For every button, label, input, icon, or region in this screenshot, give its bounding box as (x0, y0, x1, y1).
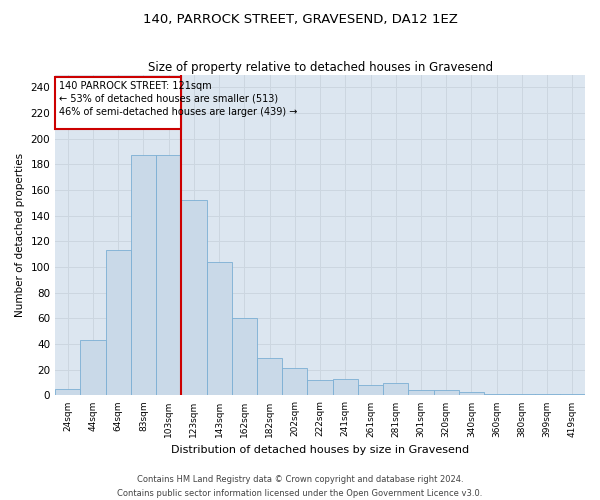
Bar (206, 262, 232, 396)
Bar (383, 382, 409, 396)
Text: 140 PARROCK STREET: 121sqm: 140 PARROCK STREET: 121sqm (59, 81, 212, 91)
Bar (80, 340, 106, 396)
Bar (257, 358, 282, 396)
Bar (509, 394, 535, 396)
Bar (156, 156, 181, 396)
Bar (409, 390, 434, 396)
Bar (358, 385, 383, 396)
X-axis label: Distribution of detached houses by size in Gravesend: Distribution of detached houses by size … (171, 445, 469, 455)
Text: 140, PARROCK STREET, GRAVESEND, DA12 1EZ: 140, PARROCK STREET, GRAVESEND, DA12 1EZ (143, 12, 457, 26)
Bar (307, 380, 332, 396)
Bar (560, 394, 585, 396)
Bar (484, 394, 509, 396)
Bar (55, 77, 181, 128)
Bar (181, 200, 206, 396)
Bar (282, 368, 307, 396)
Text: 46% of semi-detached houses are larger (439) →: 46% of semi-detached houses are larger (… (59, 106, 298, 117)
Bar (55, 389, 80, 396)
Bar (232, 318, 257, 396)
Bar (332, 379, 358, 396)
Text: ← 53% of detached houses are smaller (513): ← 53% of detached houses are smaller (51… (59, 94, 278, 104)
Y-axis label: Number of detached properties: Number of detached properties (15, 153, 25, 317)
Bar (434, 390, 459, 396)
Bar (106, 250, 131, 396)
Title: Size of property relative to detached houses in Gravesend: Size of property relative to detached ho… (148, 60, 493, 74)
Text: Contains HM Land Registry data © Crown copyright and database right 2024.
Contai: Contains HM Land Registry data © Crown c… (118, 476, 482, 498)
Bar (131, 156, 156, 396)
Bar (535, 394, 560, 396)
Bar (459, 392, 484, 396)
